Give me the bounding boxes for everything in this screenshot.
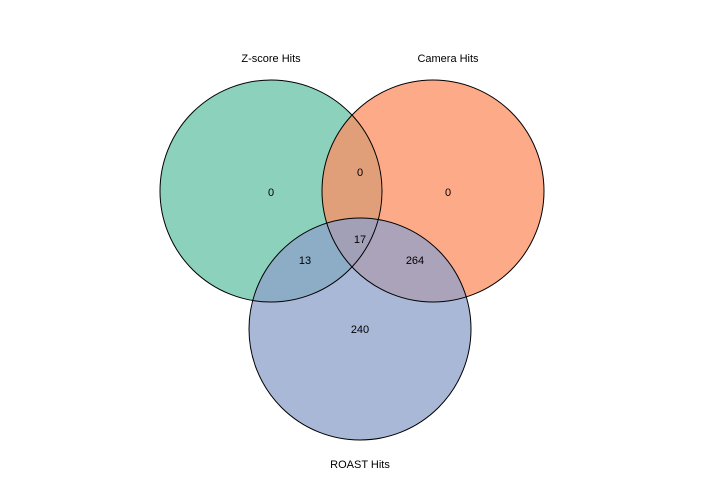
count-zscore-only: 0 <box>268 187 274 199</box>
circle-roast <box>249 218 471 440</box>
circle-zscore-outline <box>159 79 383 303</box>
set-label-zscore: Z-score Hits <box>241 53 301 65</box>
count-camera-only: 0 <box>445 187 451 199</box>
set-label-roast: ROAST Hits <box>330 459 390 471</box>
count-all-three: 17 <box>354 234 366 246</box>
count-camera-roast: 264 <box>406 255 424 267</box>
count-zscore-camera: 0 <box>357 167 363 179</box>
circle-camera-outline <box>321 79 545 303</box>
count-zscore-roast: 13 <box>299 255 311 267</box>
circle-roast-outline <box>248 217 472 441</box>
count-roast-only: 240 <box>351 324 369 336</box>
set-label-camera: Camera Hits <box>417 53 479 65</box>
